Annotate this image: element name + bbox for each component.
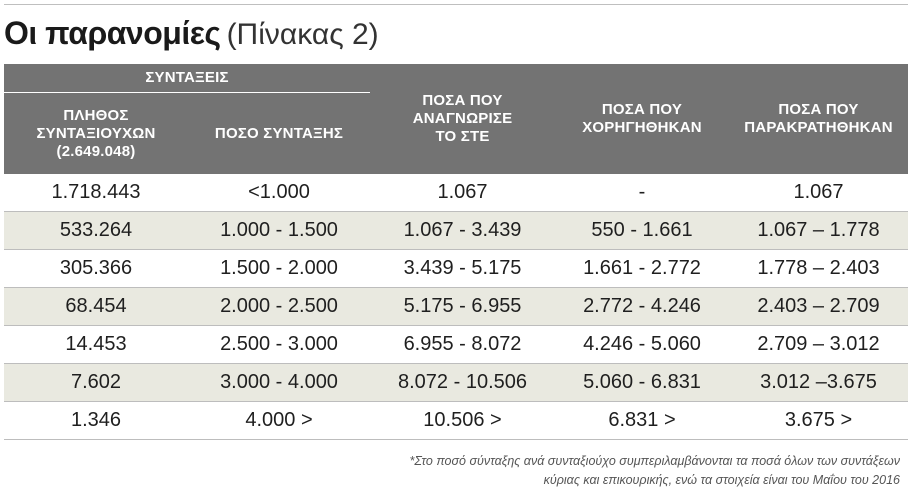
cell-pension-amount: <1.000 xyxy=(248,181,310,203)
cell-withheld: 1.067 xyxy=(793,181,844,203)
cell-pensioners: 533.264 xyxy=(59,219,133,241)
table-row: 305.366 1.500 - 2.000 3.439 - 5.175 1.66… xyxy=(4,250,908,288)
cell-recognized: 10.506 > xyxy=(423,409,502,431)
cell-granted: 550 - 1.661 xyxy=(591,219,693,241)
group-header-divider xyxy=(4,92,370,93)
cell-pensioners: 68.454 xyxy=(65,295,127,317)
table-row: 1.346 4.000 > 10.506 > 6.831 > 3.675 > xyxy=(4,402,908,440)
cell-pension-amount: 2.500 - 3.000 xyxy=(220,333,338,355)
footnote-line-1: *Στο ποσό σύνταξης ανά συνταξιούχο συμπε… xyxy=(409,454,900,468)
cell-recognized: 8.072 - 10.506 xyxy=(398,371,527,393)
cell-withheld: 3.012 –3.675 xyxy=(760,371,877,393)
cell-pensioners: 1.346 xyxy=(70,409,122,431)
title-light: (Πίνακας 2) xyxy=(226,18,379,51)
cell-pension-amount: 2.000 - 2.500 xyxy=(220,295,338,317)
table-row: 1.718.443 <1.000 1.067 - 1.067 xyxy=(4,174,908,212)
cell-granted: 5.060 - 6.831 xyxy=(583,371,701,393)
cell-granted: 1.661 - 2.772 xyxy=(583,257,701,279)
cell-recognized: 1.067 - 3.439 xyxy=(403,219,522,241)
top-rule xyxy=(4,4,908,5)
cell-pensioners: 305.366 xyxy=(59,257,133,279)
title-bold: Οι παρανομίες xyxy=(4,15,221,51)
cell-withheld: 2.709 – 3.012 xyxy=(757,333,880,355)
table-title: Οι παρανομίες (Πίνακας 2) xyxy=(4,10,379,56)
cell-recognized: 1.067 xyxy=(437,181,488,203)
table-row: 14.453 2.500 - 3.000 6.955 - 8.072 4.246… xyxy=(4,326,908,364)
col-header-pensioners: ΠΛΗΘΟΣ ΣΥΝΤΑΞΙΟΥΧΩΝ (2.649.048) xyxy=(36,106,156,160)
col-header-pension-amount: ΠΟΣΟ ΣΥΝΤΑΞΗΣ xyxy=(214,124,344,142)
cell-pension-amount: 1.000 - 1.500 xyxy=(220,219,338,241)
cell-withheld: 1.067 – 1.778 xyxy=(757,219,880,241)
cell-withheld: 2.403 – 2.709 xyxy=(757,295,880,317)
footnote: *Στο ποσό σύνταξης ανά συνταξιούχο συμπε… xyxy=(200,452,900,490)
cell-recognized: 5.175 - 6.955 xyxy=(403,295,522,317)
cell-granted: 2.772 - 4.246 xyxy=(583,295,701,317)
cell-pensioners: 14.453 xyxy=(65,333,127,355)
table-row: 7.602 3.000 - 4.000 8.072 - 10.506 5.060… xyxy=(4,364,908,402)
cell-granted: 6.831 > xyxy=(608,409,676,431)
cell-pension-amount: 4.000 > xyxy=(245,409,313,431)
cell-pension-amount: 1.500 - 2.000 xyxy=(220,257,338,279)
cell-granted: 4.246 - 5.060 xyxy=(583,333,701,355)
cell-withheld: 3.675 > xyxy=(784,409,853,431)
cell-granted: - xyxy=(638,181,646,203)
table-row: 533.264 1.000 - 1.500 1.067 - 3.439 550 … xyxy=(4,212,908,250)
table-header: ΣΥΝΤΑΞΕΙΣ ΠΛΗΘΟΣ ΣΥΝΤΑΞΙΟΥΧΩΝ (2.649.048… xyxy=(4,64,908,174)
table-row: 68.454 2.000 - 2.500 5.175 - 6.955 2.772… xyxy=(4,288,908,326)
footnote-line-2: κύριας και επικουρικής, ενώ τα στοιχεία … xyxy=(543,473,900,487)
col-header-granted: ΠΟΣΑ ΠΟΥ ΧΟΡΗΓΗΘΗΚΑΝ xyxy=(582,101,702,136)
cell-recognized: 3.439 - 5.175 xyxy=(403,257,522,279)
cell-pensioners: 7.602 xyxy=(70,371,122,393)
cell-recognized: 6.955 - 8.072 xyxy=(403,333,522,355)
cell-withheld: 1.778 – 2.403 xyxy=(757,257,880,279)
cell-pensioners: 1.718.443 xyxy=(51,181,141,203)
table-body: 1.718.443 <1.000 1.067 - 1.067 533.264 1… xyxy=(4,174,908,440)
cell-pension-amount: 3.000 - 4.000 xyxy=(220,371,338,393)
col-header-withheld: ΠΟΣΑ ΠΟΥ ΠΑΡΑΚΡΑΤΗΘΗΚΑΝ xyxy=(744,101,893,136)
col-header-recognized: ΠΟΣΑ ΠΟΥ ΑΝΑΓΝΩΡΙΣΕ ΤΟ ΣΤΕ xyxy=(412,92,513,145)
group-header-pensions: ΣΥΝΤΑΞΕΙΣ xyxy=(145,69,229,86)
